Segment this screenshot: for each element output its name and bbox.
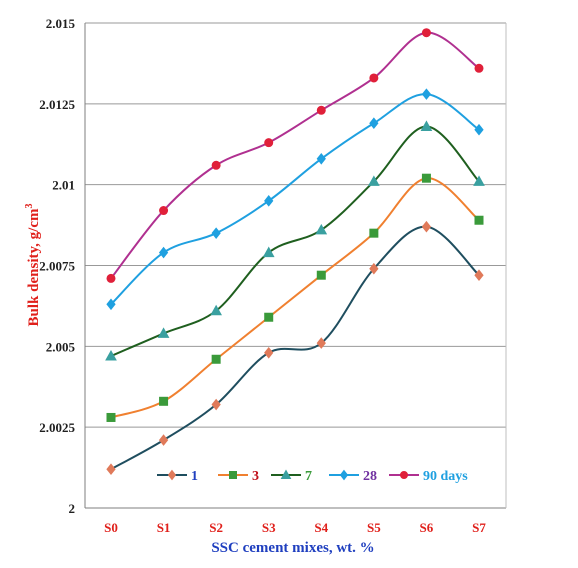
data-point [264,312,274,322]
x-tick-label: S6 [420,520,434,535]
data-point [158,246,169,259]
x-tick-label: S3 [262,520,276,535]
data-point [262,246,275,258]
legend-swatch-marker [339,469,349,481]
x-tick-label: S1 [157,520,171,535]
y-tick-label: 2.005 [46,339,76,354]
data-point [421,88,432,100]
x-tick-labels: S0 S1 S2 S3 S4 S5 S6 S7 [104,520,486,535]
legend: 1 3 7 28 90 days [157,469,468,484]
data-point [369,117,379,130]
legend-label: 28 [363,469,377,484]
y-axis-title-superscript: 3 [24,204,35,209]
data-point [316,337,326,349]
legend-swatch-marker [229,471,237,479]
data-point [316,105,326,115]
y-tick-label: 2.015 [46,16,76,31]
series-line-2 [110,125,480,357]
data-point [474,63,484,73]
legend-swatch-marker [280,469,292,479]
x-tick-label: S7 [472,520,486,535]
data-point [106,273,116,283]
data-point [106,298,116,311]
axes [84,23,507,509]
legend-label: 90 days [423,469,468,484]
data-point [210,304,222,316]
data-point [369,262,379,275]
legend-label: 7 [305,469,312,484]
data-point [264,346,274,359]
legend-swatch-marker [167,469,177,481]
data-point [368,175,380,186]
y-tick-label: 2.0125 [39,97,75,112]
y-axis-title-text: Bulk density, g/cm [26,208,42,326]
data-point [421,173,431,183]
data-point [474,215,484,225]
x-tick-label: S5 [367,520,381,535]
series-markers [105,28,485,476]
gridlines [85,22,506,428]
data-point [421,220,432,233]
data-point [316,270,326,280]
y-tick-label: 2.01 [52,178,75,193]
data-point [159,396,169,406]
data-point [264,195,274,207]
series-line-0 [110,225,480,471]
data-point [157,327,170,338]
data-point [158,434,169,446]
data-point [474,123,484,136]
legend-label: 1 [191,469,198,484]
data-point [106,463,116,476]
data-point [211,398,221,411]
data-point [264,138,274,148]
y-tick-labels: 2 2.0025 2.005 2.0075 2.01 2.0125 2.015 [39,16,75,516]
data-point [211,227,221,239]
data-point [473,175,485,186]
y-tick-label: 2.0075 [39,259,75,274]
legend-swatch-marker [400,471,408,479]
data-point [106,412,116,422]
data-point [105,350,117,361]
x-axis-title: SSC cement mixes, wt. % [211,540,374,556]
data-point [315,223,328,235]
data-point [369,73,379,83]
data-point [474,269,484,282]
x-tick-label: S2 [209,520,223,535]
data-point [211,354,221,364]
y-tick-label: 2.0025 [39,420,75,435]
x-tick-label: S4 [314,520,328,535]
data-point [211,160,221,170]
data-point [159,206,169,216]
data-point [420,120,433,131]
x-tick-label: S0 [104,520,118,535]
y-tick-label: 2 [69,501,76,516]
data-point [369,228,379,238]
data-point [316,152,326,165]
legend-label: 3 [252,469,259,484]
data-point [421,28,431,38]
y-axis-title: Bulk density, g/cm3 [24,204,42,327]
